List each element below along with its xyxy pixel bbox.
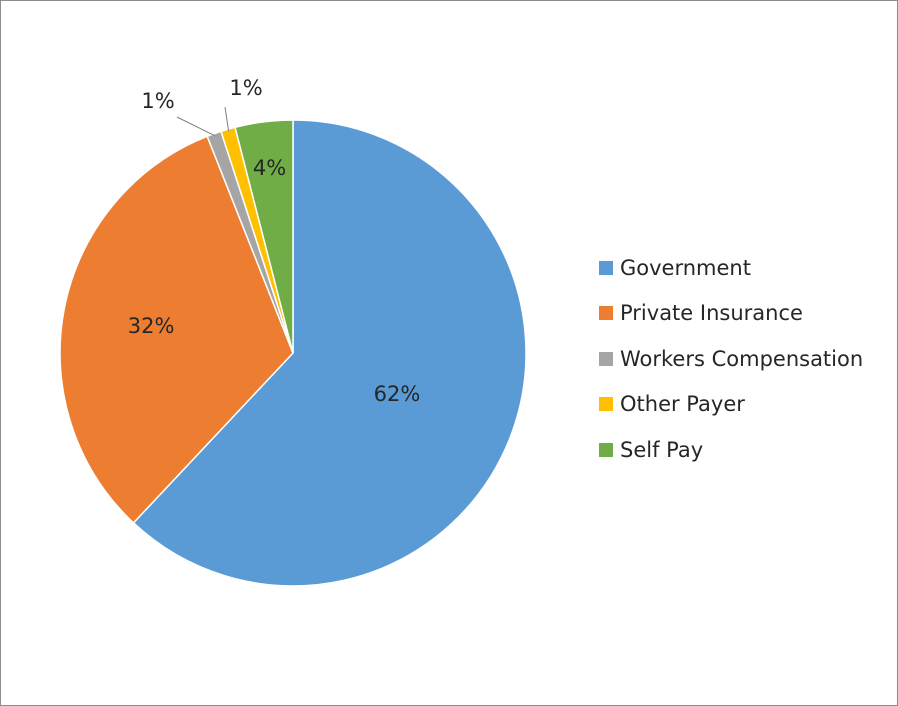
pie-slices bbox=[59, 119, 527, 587]
slice-label-workers-compensation: 1% bbox=[141, 89, 174, 113]
legend-swatch-other-payer bbox=[599, 397, 613, 412]
leader-line-other-payer bbox=[224, 106, 230, 132]
legend-label-workers-compensation: Workers Compensation bbox=[620, 346, 864, 371]
leader-line-workers-compensation bbox=[176, 116, 216, 137]
legend-item-self-pay: Self Pay bbox=[599, 427, 863, 473]
pie-slice-government bbox=[132, 119, 527, 587]
legend-label-other-payer: Other Payer bbox=[620, 392, 745, 417]
legend-swatch-government bbox=[599, 260, 613, 275]
legend-swatch-self-pay bbox=[599, 442, 613, 457]
legend-item-other-payer: Other Payer bbox=[599, 382, 863, 428]
slice-label-other-payer: 1% bbox=[229, 76, 262, 100]
legend-label-private-insurance: Private Insurance bbox=[620, 301, 803, 326]
pie-slice-private-insurance bbox=[59, 135, 294, 524]
legend-item-workers-compensation: Workers Compensation bbox=[599, 336, 863, 382]
legend: Government Private Insurance Workers Com… bbox=[599, 245, 863, 473]
slice-label-government: 62% bbox=[374, 382, 421, 406]
slice-label-self-pay: 4% bbox=[253, 156, 286, 180]
legend-label-government: Government bbox=[620, 255, 751, 280]
legend-swatch-private-insurance bbox=[599, 306, 613, 321]
slice-label-private-insurance: 32% bbox=[128, 314, 175, 338]
pie-slice-self-pay bbox=[234, 119, 294, 354]
pie-labels: 62% 32% 1% 1% 4% bbox=[128, 76, 421, 406]
legend-label-self-pay: Self Pay bbox=[620, 437, 704, 462]
legend-item-government: Government bbox=[599, 245, 863, 291]
legend-item-private-insurance: Private Insurance bbox=[599, 291, 863, 337]
legend-swatch-workers-compensation bbox=[599, 351, 613, 366]
